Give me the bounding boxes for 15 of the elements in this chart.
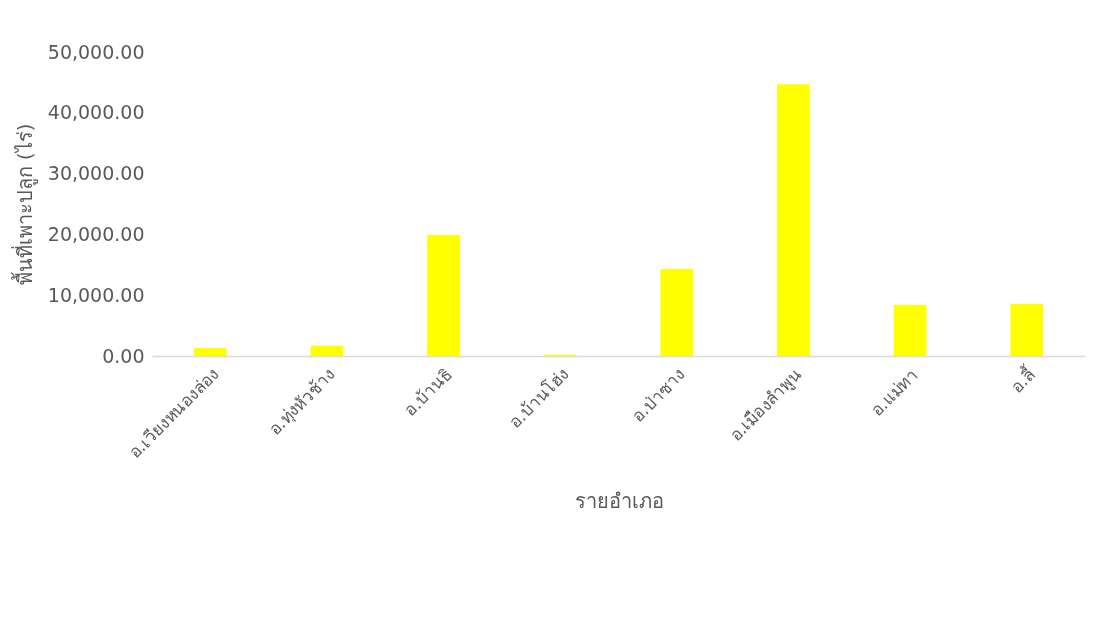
bar [427, 235, 460, 356]
bar [893, 304, 927, 356]
y-tick-label: 30,000.00 [47, 162, 145, 185]
y-axis-title: พื้นที่เพาะปลูก (ไร่) [10, 123, 38, 286]
bar [777, 84, 810, 356]
y-tick-label: 10,000.00 [47, 283, 145, 306]
y-tick-label: 50,000.00 [47, 40, 145, 63]
x-axis-title: รายอำเภอ [574, 488, 664, 513]
bar [1010, 303, 1044, 356]
bar [310, 345, 344, 356]
y-tick-label: 20,000.00 [47, 222, 145, 245]
bar [193, 348, 227, 356]
y-tick-label: 40,000.00 [47, 101, 145, 124]
bar [660, 269, 694, 356]
y-tick-label: 0.00 [102, 344, 145, 367]
